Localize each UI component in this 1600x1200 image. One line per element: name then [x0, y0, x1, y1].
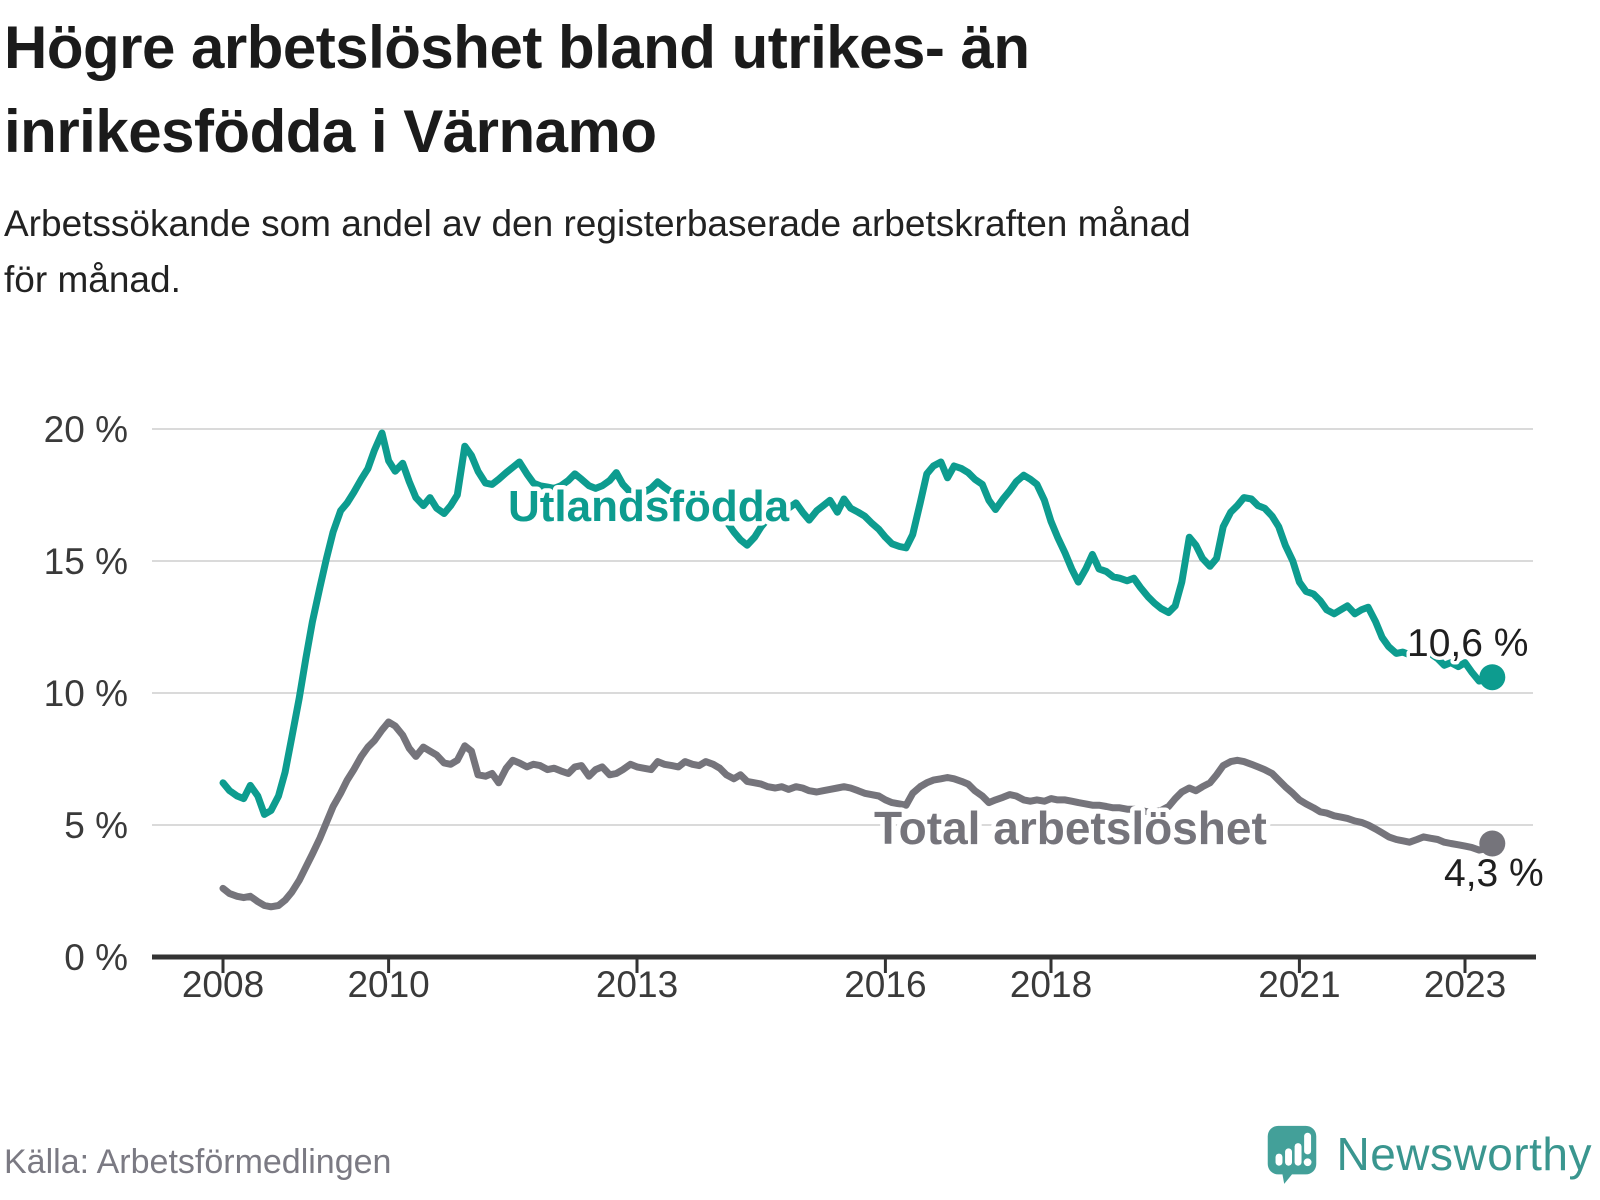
page-subtitle-line-1: Arbetssökande som andel av den registerb… [4, 203, 1191, 244]
series-layer [219, 429, 1496, 911]
x-axis-tick-label: 2010 [347, 964, 429, 1005]
axis-layer: 2008 2010 2013 2016 2018 2021 2023 [152, 954, 1536, 1005]
exclamation-bar [1304, 1132, 1312, 1155]
x-axis-tick-label: 2021 [1258, 964, 1340, 1005]
series-label-total-arbetsloshet: Total arbetslöshet [874, 802, 1267, 854]
y-axis-tick-label: 20 % [44, 409, 128, 450]
gridlines-layer: 0 % 5 % 10 % 15 % 20 % [44, 409, 1533, 978]
page-subtitle: Arbetssökande som andel av den registerb… [4, 196, 1564, 307]
bar-medium [1285, 1148, 1293, 1166]
y-axis-tick-label: 10 % [44, 673, 128, 714]
newsworthy-brand: Newsworthy [1266, 1124, 1592, 1184]
series-label-utlandsfodda: Utlandsfödda [508, 482, 790, 531]
x-axis-tick-label: 2023 [1424, 964, 1506, 1005]
end-value-label-utlandsfodda: 10,6 % [1407, 622, 1528, 665]
y-axis-tick-label: 0 % [64, 937, 128, 978]
y-axis-tick-label: 5 % [64, 805, 128, 846]
end-dots-layer [1479, 664, 1506, 857]
source-note: Källa: Arbetsförmedlingen [4, 1143, 392, 1181]
x-axis-tick-label: 2016 [844, 964, 926, 1005]
page-subtitle-line-2: för månad. [4, 258, 181, 300]
bar-large [1295, 1143, 1303, 1166]
newsworthy-speech-bubble-bar-chart-icon [1268, 1125, 1317, 1184]
y-axis-tick-label: 15 % [44, 541, 128, 582]
page-title-line-1: Högre arbetslöshet bland utrikes- än [4, 14, 1030, 81]
page-title: Högre arbetslöshet bland utrikes- än inr… [4, 6, 1564, 174]
x-axis-tick-label: 2018 [1010, 964, 1092, 1005]
newsworthy-wordmark: Newsworthy [1336, 1128, 1592, 1180]
x-axis-tick-label: 2013 [596, 964, 678, 1005]
end-value-label-total: 4,3 % [1444, 852, 1544, 895]
page-title-line-2: inrikesfödda i Värnamo [4, 98, 657, 165]
series-end-dot-total-arbetsloshet [1479, 830, 1506, 857]
annotations-layer: Utlandsfödda Total arbetslöshet 10,6 % 4… [504, 478, 1548, 899]
x-axis-tick-label: 2008 [182, 964, 264, 1005]
chart-header: Högre arbetslöshet bland utrikes- än inr… [4, 6, 1564, 307]
exclamation-dot [1304, 1158, 1312, 1167]
series-end-dot-utlandsfodda [1479, 664, 1506, 691]
bar-small [1276, 1153, 1283, 1166]
series-line-total-arbetsloshet [219, 718, 1496, 911]
series-line-utlandsfodda [219, 429, 1496, 818]
